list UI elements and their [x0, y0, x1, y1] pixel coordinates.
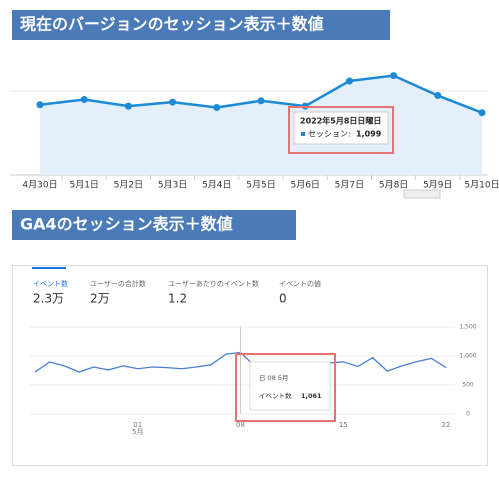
x-tick-label: 5月10日 [464, 180, 499, 191]
metric-name: ユーザーあたりのイベント数 [168, 279, 259, 288]
month-label: 5月 [132, 428, 143, 436]
data-point [434, 92, 442, 100]
x-tick-label: 5月1日 [69, 180, 98, 191]
header-bar [12, 10, 390, 40]
header-title: 現在のバージョンのセッション表示＋数値 [20, 15, 324, 34]
metric-value: 0 [279, 292, 287, 306]
data-point [169, 98, 177, 106]
data-point [213, 103, 221, 111]
tooltip-box [293, 111, 389, 145]
tooltip-swatch [301, 132, 305, 136]
x-tick-label: 5月5日 [246, 180, 275, 191]
data-point [36, 101, 44, 109]
data-point [257, 97, 265, 105]
x-tick-label: 15 [339, 421, 348, 429]
x-tick-label: 5月7日 [335, 180, 364, 191]
tooltip-box [249, 361, 331, 411]
x-tick-label: 5月6日 [290, 180, 319, 191]
x-tick-label: 5月9日 [423, 180, 452, 191]
x-tick-label: 22 [442, 421, 451, 429]
x-tick-label: 5月3日 [158, 180, 187, 191]
tooltip-label: イベント数 [259, 391, 292, 400]
tooltip-title: 2022年5月8日日曜日 [300, 116, 381, 126]
x-tick-label: 5月8日 [379, 180, 408, 191]
y-tick-label: 500 [462, 382, 474, 389]
header-title: GA4のセッション表示＋数値 [20, 215, 233, 234]
tooltip-title: 日 08 5月 [259, 374, 289, 382]
y-tick-label: 0 [466, 411, 470, 418]
header-bar [12, 210, 296, 240]
metric-name: ユーザーの合計数 [90, 279, 146, 288]
metric-name: イベント数 [33, 279, 68, 288]
data-point [124, 102, 132, 110]
metric-value: 1.2 [168, 292, 187, 306]
x-tick-label: 5月2日 [114, 180, 143, 191]
y-tick-label: 1,000 [459, 353, 476, 360]
metric-value: 2.3万 [33, 292, 64, 306]
highlight-frame [288, 106, 394, 154]
series-area [40, 75, 482, 175]
data-point [478, 109, 486, 117]
scroll-handle[interactable] [403, 189, 441, 199]
data-point [80, 96, 88, 104]
metric-value: 2万 [90, 292, 110, 306]
tooltip-value: 1,099 [356, 130, 382, 139]
x-tick-label: 5月4日 [202, 180, 231, 191]
tooltip-value: 1,061 [301, 392, 322, 400]
data-point [390, 72, 398, 80]
x-tick-label: 01 [133, 421, 142, 429]
tooltip-label: セッション: [308, 130, 351, 139]
x-tick-label: 08 [236, 421, 245, 429]
x-tick-label: 4月30日 [22, 180, 57, 191]
metric-name: イベントの値 [279, 279, 321, 288]
y-tick-label: 1,500 [459, 324, 476, 331]
data-point [345, 77, 353, 85]
highlight-frame [235, 353, 336, 422]
